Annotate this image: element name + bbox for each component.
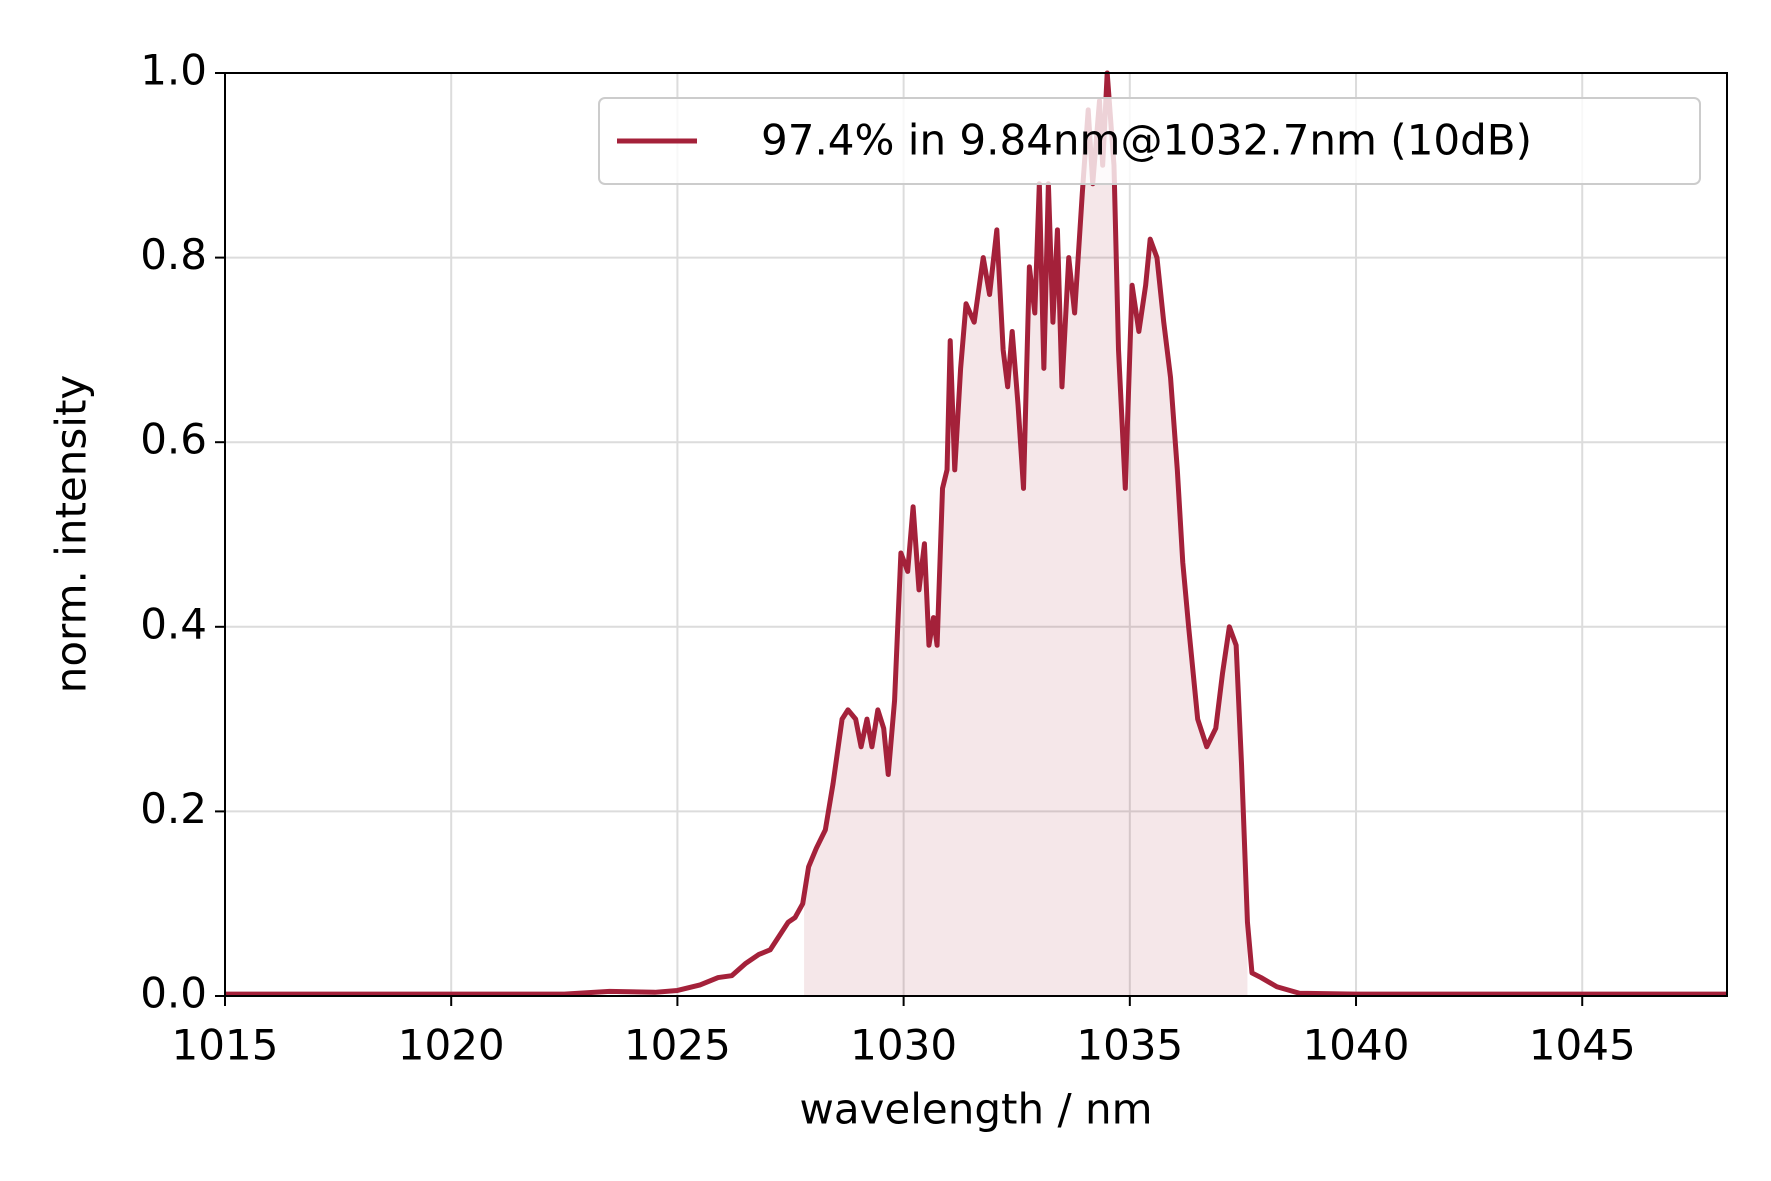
y-tick-label: 0.6 [140,415,207,464]
x-tick-label: 1045 [1529,1021,1636,1070]
x-tick-label: 1040 [1303,1021,1410,1070]
y-tick-label: 0.8 [140,230,207,279]
plot-frame [224,72,1728,997]
x-tick-label: 1015 [172,1021,279,1070]
x-tick-label: 1035 [1076,1021,1183,1070]
y-tick-label: 1.0 [140,46,207,95]
y-tick-label: 0.2 [140,784,207,833]
legend-label: 97.4% in 9.84nm@1032.7nm (10dB) [761,116,1532,165]
x-tick-label: 1025 [624,1021,731,1070]
y-axis-label: norm. intensity [47,375,96,694]
x-tick-label: 1020 [398,1021,505,1070]
x-axis-label: wavelength / nm [799,1085,1152,1134]
legend-box [598,97,1701,185]
band-fill [804,73,1248,996]
line [225,70,1727,997]
y-tick-label: 0.4 [140,599,207,648]
y-tick-label: 0.0 [140,969,207,1018]
x-tick-label: 1030 [850,1021,957,1070]
